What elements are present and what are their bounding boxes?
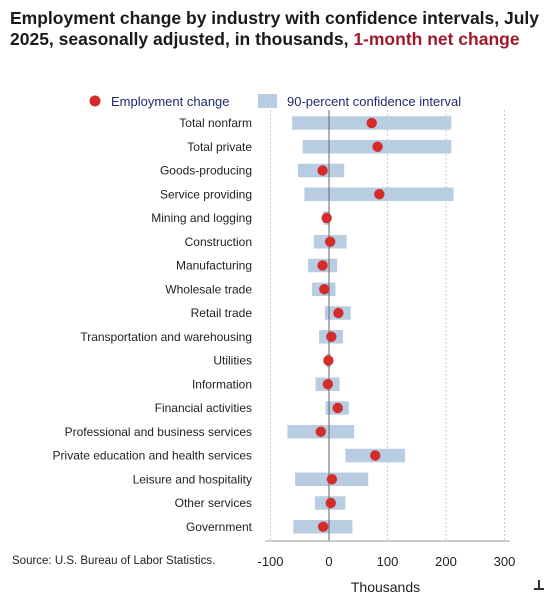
chart-title-main: Employment change by industry with confi… <box>10 8 540 49</box>
x-tick-label: 200 <box>435 554 457 569</box>
employment-change-point <box>333 307 344 319</box>
category-label: Information <box>192 377 252 391</box>
category-label: Total nonfarm <box>179 116 252 130</box>
employment-change-point <box>321 212 332 224</box>
employment-change-point <box>366 117 377 129</box>
employment-change-point <box>322 379 334 390</box>
x-tick-label: 100 <box>377 554 399 569</box>
category-label: Professional and business services <box>65 425 252 439</box>
source-note: Source: U.S. Bureau of Labor Statistics. <box>12 555 216 567</box>
employment-change-point <box>372 141 383 152</box>
category-label: Private education and health services <box>53 449 252 463</box>
employment-change-point <box>326 331 337 342</box>
category-label: Service providing <box>160 187 252 201</box>
category-label: Financial activities <box>155 401 252 415</box>
category-label: Other services <box>175 496 252 510</box>
employment-change-point <box>317 260 328 271</box>
category-label: Manufacturing <box>176 259 252 273</box>
x-tick-label: -100 <box>257 554 283 569</box>
category-label: Wholesale trade <box>165 282 252 296</box>
chart-title-accent: 1-month net change <box>353 29 520 49</box>
category-label: Government <box>186 520 253 534</box>
category-label: Leisure and hospitality <box>133 472 252 486</box>
employment-change-point <box>326 474 338 485</box>
category-label: Construction <box>185 235 252 249</box>
category-label: Mining and logging <box>151 211 252 225</box>
employment-change-point <box>370 450 381 461</box>
employment-change-point <box>317 521 329 532</box>
employment-change-point <box>323 355 334 366</box>
category-label: Retail trade <box>191 306 253 320</box>
legend-label-confidence-interval: 90-percent confidence interval <box>287 94 461 109</box>
x-axis-title: Thousands <box>351 579 420 595</box>
employment-change-point <box>332 402 343 414</box>
legend-interval-swatch <box>258 94 277 108</box>
chart-title: Employment change by industry with confi… <box>10 8 540 50</box>
employment-change-point <box>324 236 336 247</box>
employment-change-point <box>315 426 327 437</box>
x-tick-label: 300 <box>494 554 516 569</box>
legend-point-marker <box>89 95 101 107</box>
employment-change-point <box>319 284 330 295</box>
employment-change-point <box>374 189 385 200</box>
employment-change-point <box>325 497 336 509</box>
category-label: Utilities <box>213 354 252 368</box>
employment-change-point <box>317 165 328 176</box>
category-label: Transportation and warehousing <box>80 330 252 344</box>
category-label: Goods-producing <box>160 164 252 178</box>
corner-mark-icon <box>534 580 544 590</box>
x-tick-label: 0 <box>325 554 332 569</box>
category-label: Total private <box>187 140 252 154</box>
legend-label-employment-change: Employment change <box>111 94 230 109</box>
